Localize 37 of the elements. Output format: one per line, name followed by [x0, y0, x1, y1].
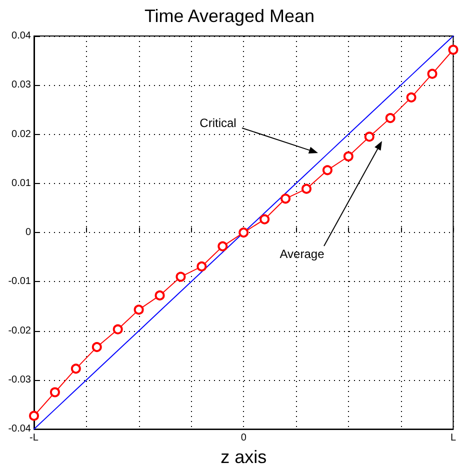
point — [134, 304, 144, 315]
point — [29, 410, 39, 421]
y-tick-label: -0.01 — [8, 276, 32, 288]
annotation: Critical — [200, 116, 236, 130]
point — [50, 387, 60, 398]
point — [196, 261, 207, 272]
point — [70, 364, 81, 374]
point — [448, 44, 458, 55]
point — [238, 228, 249, 238]
y-tick-label: 0.03 — [12, 80, 32, 91]
point — [260, 214, 270, 224]
point — [406, 92, 416, 102]
point — [218, 241, 228, 252]
point — [343, 151, 354, 162]
annotation: Average — [280, 247, 325, 261]
y-tick-label: -0.04 — [8, 424, 32, 435]
point — [302, 184, 312, 194]
y-tick-label: -0.02 — [8, 325, 32, 336]
point — [154, 290, 165, 300]
x-tick-label: -L — [30, 432, 39, 444]
point — [92, 342, 102, 352]
x-tick-label: 0 — [240, 432, 247, 444]
point — [280, 194, 291, 204]
y-tick-label: -0.03 — [8, 374, 32, 386]
point — [112, 324, 123, 334]
x-tick-label: L — [450, 432, 456, 444]
point — [322, 165, 332, 176]
y-tick-label: 0.01 — [12, 178, 32, 189]
x-axis-title: z axis — [220, 447, 267, 467]
y-tick-label: 0.02 — [12, 128, 32, 140]
point — [385, 113, 396, 124]
y-tick-label: 0.04 — [12, 30, 32, 42]
point — [176, 272, 186, 282]
point — [364, 132, 374, 142]
chart-title: Time Averaged Mean — [144, 6, 315, 26]
y-tick-label: 0 — [25, 227, 32, 238]
point — [427, 68, 438, 79]
